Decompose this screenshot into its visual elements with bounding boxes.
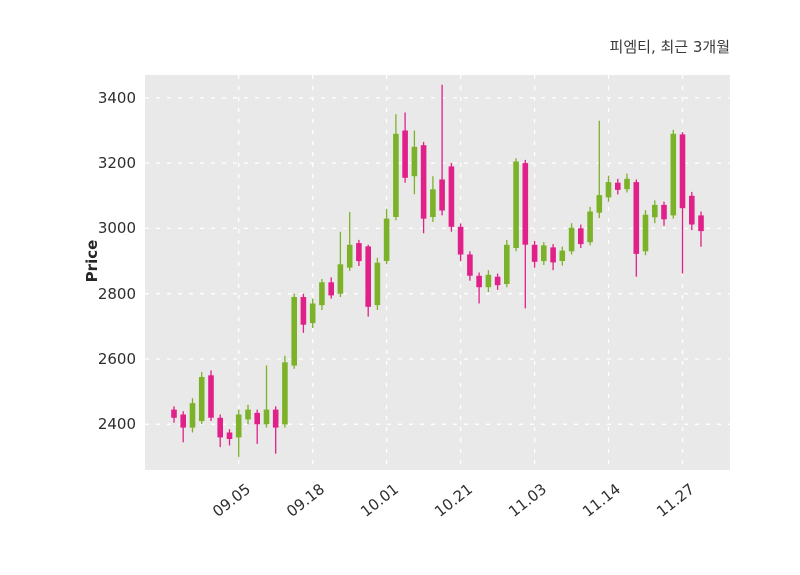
candle <box>309 298 316 328</box>
candle <box>550 244 556 271</box>
x-tick-label: 10.21 <box>430 480 476 521</box>
candle <box>633 179 640 277</box>
candle <box>494 273 501 290</box>
chart-title: 피엠티, 최근 3개월 <box>609 38 730 56</box>
candle <box>689 191 695 231</box>
candle <box>596 120 603 218</box>
candle <box>411 130 418 195</box>
x-tick-label: 11.14 <box>578 480 624 521</box>
candle <box>383 208 390 265</box>
candle <box>504 239 510 288</box>
candle <box>374 257 381 310</box>
candle <box>485 270 492 293</box>
y-tick-label: 2800 <box>97 284 136 303</box>
candle <box>430 176 436 222</box>
candle <box>272 406 279 454</box>
candle <box>282 355 288 428</box>
y-tick-label: 2600 <box>97 350 136 368</box>
candle <box>208 370 214 421</box>
candle <box>171 406 177 423</box>
y-axis-title: Price <box>83 239 101 283</box>
candle <box>356 239 362 266</box>
candle <box>605 175 612 202</box>
candle <box>217 414 223 448</box>
candle <box>698 211 704 247</box>
candle <box>365 244 371 317</box>
x-tick-label: 10.01 <box>356 480 402 521</box>
candle <box>337 231 344 297</box>
candle <box>291 293 297 369</box>
candle <box>513 158 519 252</box>
candle <box>402 112 408 183</box>
candle <box>652 200 658 224</box>
candle <box>245 404 251 425</box>
candle <box>670 129 677 219</box>
candle <box>531 240 538 268</box>
candle <box>448 163 455 232</box>
candle <box>198 372 205 425</box>
y-tick-label: 3200 <box>97 154 136 173</box>
y-tick-label: 2400 <box>97 415 136 434</box>
candle <box>235 409 242 457</box>
candle <box>587 206 593 246</box>
candle <box>439 84 445 216</box>
candle <box>661 201 667 226</box>
x-tick-label: 11.03 <box>504 480 550 521</box>
candle <box>346 212 353 271</box>
candle <box>679 132 686 274</box>
candle <box>319 279 325 310</box>
candle <box>541 242 547 265</box>
candle <box>476 272 482 304</box>
candle <box>467 251 473 281</box>
candle <box>300 293 307 333</box>
candle <box>615 178 621 195</box>
candle <box>420 141 427 234</box>
candle <box>559 246 566 266</box>
candle <box>226 429 233 446</box>
candle <box>578 224 584 248</box>
plot-area <box>145 75 730 470</box>
candlestick-svg <box>145 75 730 470</box>
x-tick-label: 09.05 <box>208 480 254 521</box>
candle <box>263 365 270 428</box>
candle <box>393 114 399 221</box>
candle <box>254 409 260 444</box>
candle <box>189 398 196 433</box>
y-tick-label: 3400 <box>97 88 136 107</box>
candle <box>522 159 529 309</box>
candle <box>328 277 334 299</box>
x-tick-label: 11.27 <box>652 480 698 521</box>
candle <box>457 223 464 262</box>
candle <box>624 173 630 193</box>
y-tick-label: 3000 <box>97 219 136 238</box>
candle <box>642 210 649 256</box>
candle <box>180 411 186 443</box>
candle <box>568 223 575 255</box>
x-tick-label: 09.18 <box>282 480 328 521</box>
